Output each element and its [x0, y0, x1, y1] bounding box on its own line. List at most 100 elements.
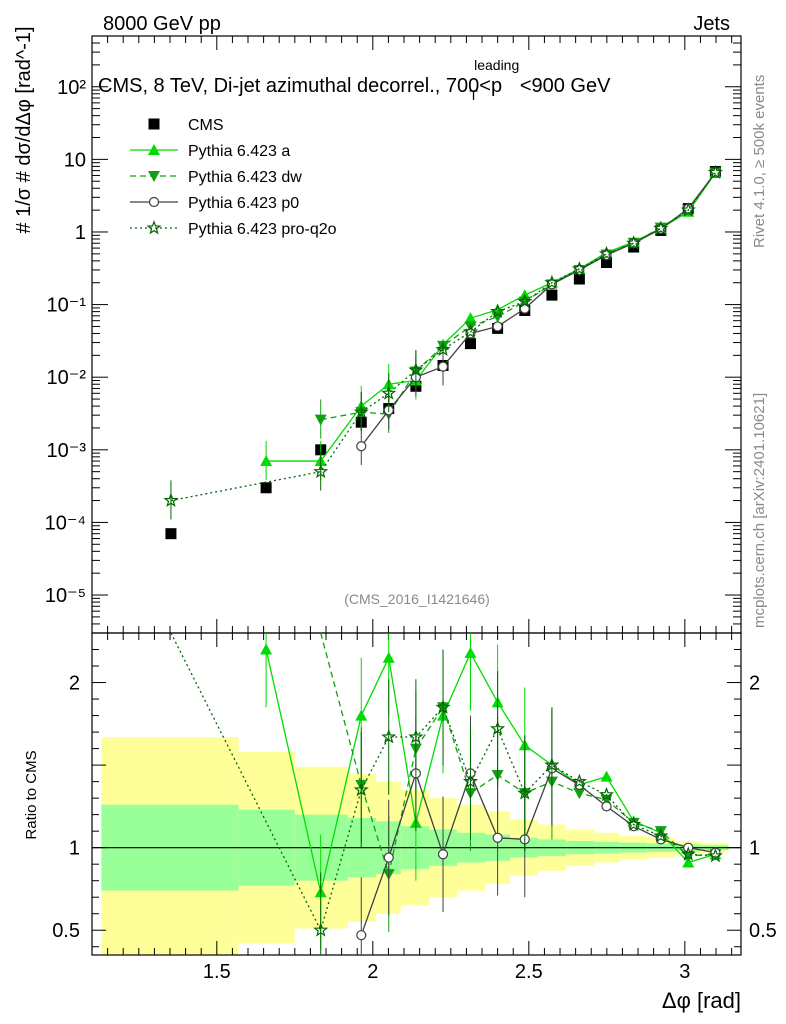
legend-label-dw: Pythia 6.423 dw: [188, 169, 302, 186]
ratio-point-pro: [598, 786, 615, 802]
ratio-point-pro: [571, 773, 587, 789]
legend-marker-dw: [148, 171, 160, 182]
ratio-point-a: [600, 770, 613, 782]
ratio-axis-label: Ratio to CMS: [23, 750, 40, 839]
data-point-a: [260, 455, 273, 467]
side-text-bottom: mcplots.cern.ch [arXiv:2401.10621]: [751, 393, 768, 628]
series-line-p0: [360, 172, 716, 447]
data-point-dw: [314, 414, 327, 426]
chart-title-super: leading: [474, 57, 519, 73]
ratio-point-p0: [356, 930, 367, 941]
y-tick-label: 10⁻²: [47, 367, 87, 389]
data-point-pro: [626, 235, 642, 250]
data-point-p0: [356, 441, 367, 452]
ratio-point-pro: [313, 922, 329, 937]
data-point-pro: [408, 362, 424, 377]
data-point-cms: [165, 528, 177, 540]
ratio-point-a: [682, 856, 695, 868]
legend-marker-cms: [148, 118, 160, 130]
data-point-a: [464, 312, 477, 324]
data-point-p0: [492, 321, 503, 332]
header-right: Jets: [693, 13, 730, 35]
legend-marker-a: [148, 144, 160, 155]
ratio-point-pro: [517, 785, 533, 800]
ratio-point-p0: [383, 852, 394, 863]
ratio-line-pro: [170, 632, 716, 933]
header-left: 8000 GeV pp: [103, 13, 221, 35]
ratio-tick-label-right: 0.5: [749, 920, 777, 942]
ratio-point-pro: [490, 720, 506, 736]
data-point-pro: [435, 341, 451, 356]
series-line-dw: [320, 172, 716, 421]
analysis-tag: (CMS_2016_I1421646): [344, 591, 490, 607]
data-point-pro: [517, 293, 533, 309]
y-tick-label: 10: [64, 149, 86, 171]
data-point-cms: [464, 338, 476, 350]
ratio-tick-label: 1: [69, 838, 80, 860]
ratio-point-pro: [435, 699, 451, 714]
data-point-pro: [163, 492, 179, 508]
legend-marker-pro: [146, 220, 162, 235]
legend-label-pro: Pythia 6.423 pro-q2o: [188, 221, 337, 238]
ratio-point-pro: [462, 773, 479, 788]
y-tick-label: 10⁻³: [47, 440, 87, 462]
ratio-point-pro: [707, 847, 723, 863]
series-line-a: [266, 172, 716, 462]
x-tick-label: 3: [679, 961, 690, 983]
ratio-point-p0: [437, 849, 449, 860]
y-tick-label: 10²: [57, 77, 86, 99]
legend-label-a: Pythia 6.423 a: [188, 143, 290, 160]
data-point-p0: [437, 361, 449, 372]
data-point-pro: [598, 245, 615, 261]
axes: 1.5 2 2.5 3 10² 10 1 10⁻¹ 10⁻² 10⁻³ 10⁻⁴ 10⁻⁵ 2 2 1 1 0.…: [45, 35, 777, 983]
ratio-point-a: [355, 709, 368, 721]
chart-title-sub: T: [469, 87, 478, 103]
y-tick-label: 10⁻⁵: [45, 585, 86, 607]
legend-label-p0: Pythia 6.423 p0: [188, 195, 299, 212]
data-point-cms: [260, 482, 272, 494]
ratio-point-p0: [601, 801, 612, 812]
legend-label-cms: CMS: [188, 117, 224, 134]
legend: CMS Pythia 6.423 a Pythia 6.423 dw Pythia 6…: [130, 117, 337, 238]
data-point-pro: [571, 261, 587, 276]
data-point-cms: [546, 289, 558, 301]
y-tick-label: 10⁻⁴: [45, 512, 86, 534]
data-point-pro: [707, 164, 723, 179]
ratio-point-pro: [353, 782, 369, 797]
ratio-point-p0: [492, 832, 503, 843]
data-point-pro: [353, 404, 369, 419]
series-pro: [163, 164, 723, 955]
data-point-cms: [573, 273, 585, 285]
ratio-tick-label: 2: [69, 673, 80, 695]
chart-title: CMS, 8 TeV, Di-jet azimuthal decorrel., …: [98, 57, 611, 103]
ratio-tick-label: 0.5: [52, 920, 80, 942]
data-point-p0: [574, 264, 585, 276]
y-axis-label: # 1/σ # dσ/dΔφ [rad^-1]: [13, 26, 35, 233]
data-point-pro: [544, 274, 560, 290]
ratio-point-pro: [381, 729, 397, 744]
x-axis-label: Δφ [rad]: [662, 988, 741, 1013]
x-tick-label: 2.5: [515, 961, 543, 983]
ratio-point-a: [382, 651, 395, 663]
data-point-pro: [490, 303, 506, 319]
data-point-pro: [462, 323, 479, 339]
ratio-point-dw: [573, 788, 586, 800]
ratio-tick-label-right: 1: [749, 838, 760, 860]
legend-marker-p0: [148, 196, 160, 208]
data-point-pro: [313, 463, 329, 479]
x-tick-label: 2: [367, 961, 378, 983]
ratio-point-pro: [408, 729, 424, 744]
y-tick-label: 1: [75, 222, 86, 244]
ratio-point-pro: [680, 846, 696, 861]
ratio-point-a: [464, 646, 477, 658]
ratio-point-pro: [626, 816, 642, 832]
data-point-pro: [381, 385, 397, 400]
chart-title-main: CMS, 8 TeV, Di-jet azimuthal decorrel., …: [98, 75, 502, 97]
x-tick-label: 1.5: [203, 961, 231, 983]
ratio-point-pro: [544, 757, 560, 772]
data-point-pro: [653, 220, 669, 235]
data-point-pro: [680, 202, 696, 217]
side-text-top: Rivet 4.1.0, ≥ 500k events: [751, 75, 768, 248]
series-line-pro: [170, 172, 716, 502]
